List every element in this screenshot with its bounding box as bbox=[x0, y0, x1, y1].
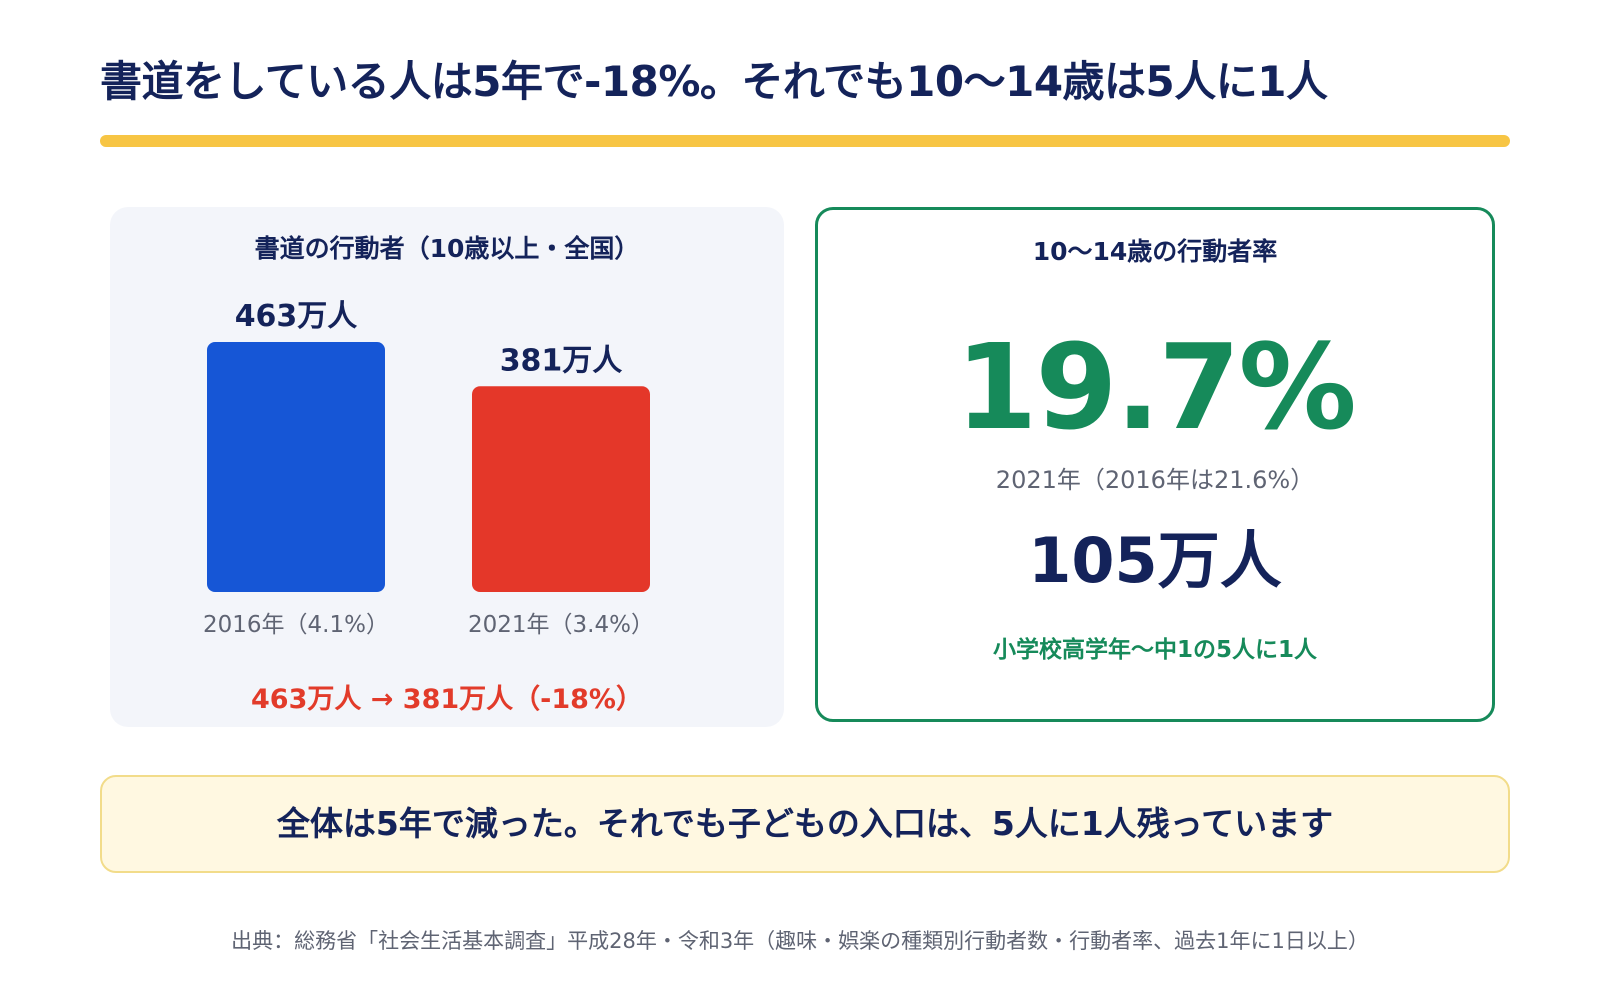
count-value: 105万人 bbox=[1028, 524, 1282, 597]
bar-value-label: 463万人 bbox=[235, 299, 358, 334]
callout-box: 全体は5年で減った。それでも子どもの入口は、5人に1人残っています bbox=[100, 775, 1510, 873]
change-summary: 463万人 → 381万人（-18%） bbox=[251, 684, 643, 715]
callout-text: 全体は5年で減った。それでも子どもの入口は、5人に1人残っています bbox=[276, 804, 1334, 843]
rate-panel: 10〜14歳の行動者率 19.7% 2021年（2016年は21.6%） 105… bbox=[815, 207, 1495, 722]
count-note: 小学校高学年〜中1の5人に1人 bbox=[992, 637, 1317, 663]
rate-note: 2021年（2016年は21.6%） bbox=[995, 466, 1315, 494]
source-note: 出典：総務省「社会生活基本調査」平成28年・令和3年（趣味・娯楽の種類別行動者数… bbox=[231, 929, 1369, 953]
bar-0 bbox=[207, 342, 385, 592]
rate-panel-title: 10〜14歳の行動者率 bbox=[1032, 237, 1278, 266]
bar-chart: 463万人 2016年（4.1%） 381万人 2021年（3.4%） bbox=[203, 299, 654, 638]
rate-value: 19.7% bbox=[955, 318, 1356, 456]
title-underline bbox=[100, 135, 1510, 147]
page-title: 書道をしている人は5年で-18%。それでも10〜14歳は5人に1人 bbox=[100, 57, 1328, 106]
bar-1 bbox=[472, 386, 650, 592]
bar-category-label: 2016年（4.1%） bbox=[203, 612, 389, 638]
bar-chart-panel: 書道の行動者（10歳以上・全国） 463万人 2016年（4.1%） 381万人 20… bbox=[110, 207, 784, 727]
bar-value-label: 381万人 bbox=[500, 343, 623, 378]
bar-chart-title: 書道の行動者（10歳以上・全国） bbox=[254, 234, 640, 263]
bar-category-label: 2021年（3.4%） bbox=[468, 612, 654, 638]
